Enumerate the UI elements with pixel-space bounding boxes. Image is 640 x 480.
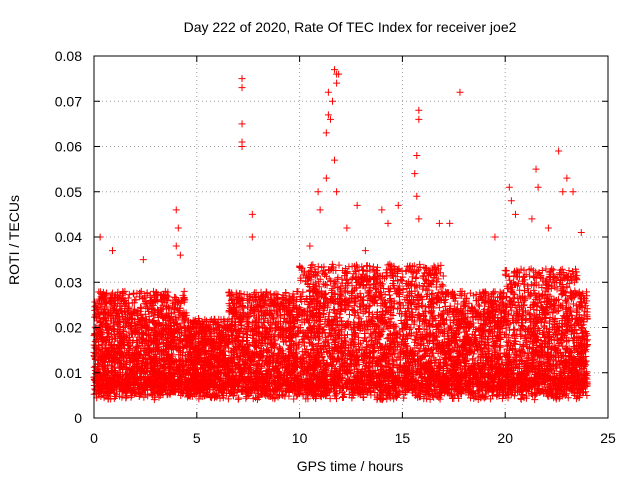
data-point bbox=[520, 280, 528, 288]
data-point bbox=[289, 290, 297, 298]
data-point bbox=[432, 316, 440, 324]
data-point bbox=[583, 288, 591, 296]
data-point bbox=[100, 313, 108, 321]
data-point bbox=[352, 284, 360, 292]
data-point bbox=[525, 266, 533, 274]
data-point bbox=[407, 324, 415, 332]
data-point bbox=[503, 338, 511, 346]
data-point bbox=[583, 391, 591, 399]
data-point bbox=[180, 287, 188, 295]
data-point bbox=[531, 396, 539, 404]
data-point bbox=[520, 266, 528, 274]
data-point bbox=[303, 333, 311, 341]
chart-title: Day 222 of 2020, Rate Of TEC Index for r… bbox=[184, 19, 517, 35]
data-points bbox=[90, 66, 591, 404]
data-point bbox=[542, 265, 550, 273]
data-point bbox=[520, 272, 528, 280]
data-point bbox=[436, 355, 444, 363]
data-point bbox=[508, 287, 516, 295]
data-point bbox=[469, 355, 477, 363]
data-point bbox=[137, 287, 145, 295]
data-point bbox=[506, 276, 514, 284]
data-point bbox=[262, 325, 270, 333]
data-point bbox=[127, 393, 135, 401]
